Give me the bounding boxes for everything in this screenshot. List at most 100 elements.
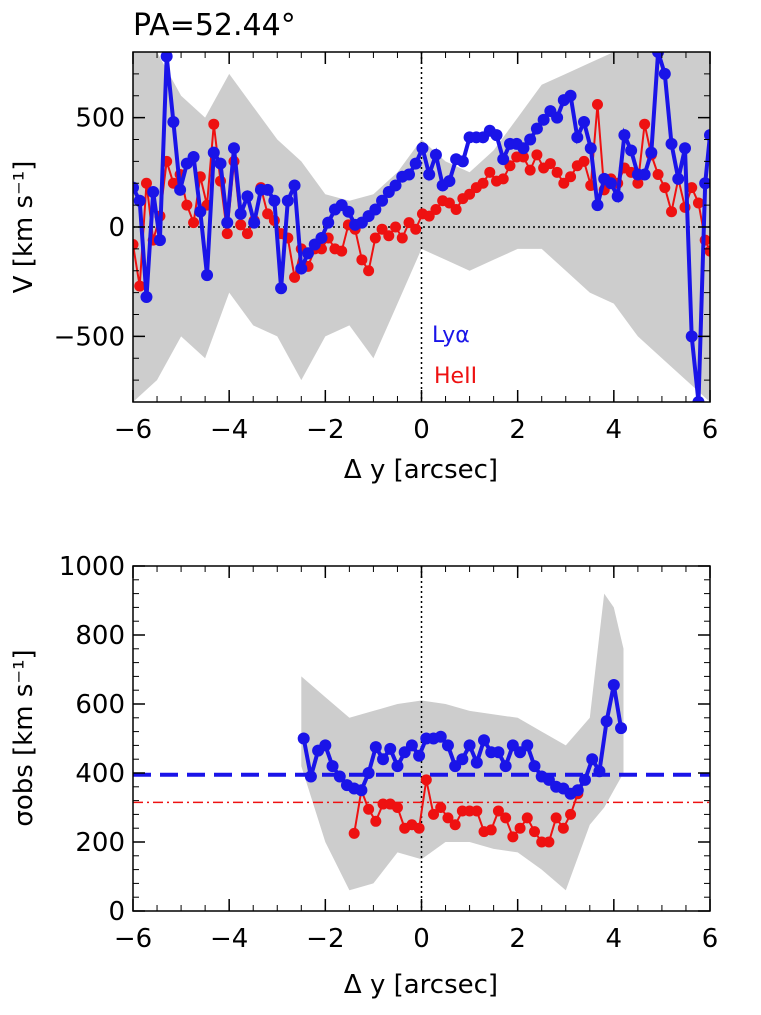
lya-data-point [369, 203, 382, 216]
x-tick-label: −6 [114, 924, 152, 954]
heii-dispersion-points [348, 774, 584, 848]
lya-data-point [174, 183, 187, 196]
heii-data-point [262, 208, 274, 220]
lya-data-point [672, 172, 685, 185]
y-axis-label: V [km s⁻¹] [9, 161, 39, 294]
heii-data-point [558, 177, 570, 189]
heii-data-point [383, 230, 395, 242]
lya-data-point [434, 730, 447, 743]
lya-data-point [362, 767, 375, 779]
heii-data-point [557, 822, 569, 834]
y-tick-label: 0 [108, 897, 125, 927]
heii-data-point [363, 803, 375, 815]
lya-data-point [342, 205, 355, 218]
lya-data-point [288, 179, 301, 192]
lya-data-point [618, 129, 631, 142]
heii-data-point [497, 173, 509, 185]
lya-data-point [384, 742, 397, 755]
lya-data-point [611, 190, 624, 203]
lya-data-point [214, 157, 227, 170]
x-tick-label: 4 [606, 924, 623, 954]
heii-data-point [423, 210, 435, 222]
lya-data-point [268, 194, 281, 207]
lya-data-point [652, 52, 665, 58]
y-tick-label: 400 [75, 759, 125, 789]
lya-data-point [521, 739, 534, 752]
lya-data-point [389, 179, 402, 192]
heii-data-point [289, 271, 301, 283]
heii-data-point [450, 204, 462, 215]
heii-data-point [188, 217, 200, 229]
y-tick-label: 500 [75, 104, 125, 134]
heii-data-point [565, 171, 577, 183]
lya-data-point [140, 291, 153, 303]
heii-data-point [390, 221, 402, 233]
heii-data-point [471, 805, 483, 817]
lya-data-point [607, 679, 620, 692]
lya-data-point [227, 142, 240, 155]
lya-data-point [409, 157, 422, 170]
heii-data-point [591, 99, 603, 110]
x-axis-ticks: −6 −4 −2 0 2 4 6 [114, 52, 718, 445]
x-axis-ticks: −6 −4 −2 0 2 4 6 [114, 566, 718, 954]
heii-data-point [430, 204, 442, 215]
y-tick-label: 0 [108, 213, 125, 243]
heii-data-point [704, 245, 710, 257]
lya-data-point [355, 784, 368, 797]
lya-data-point [571, 131, 584, 144]
heii-data-point [133, 239, 139, 250]
heii-data-point [652, 169, 664, 180]
lya-data-point [478, 734, 491, 747]
heii-data-point [477, 177, 489, 189]
heii-data-point [521, 812, 533, 824]
heii-data-point [403, 217, 415, 229]
heii-data-point [666, 206, 678, 218]
heii-data-point [435, 802, 447, 813]
y-tick-label: 200 [75, 828, 125, 858]
lya-data-point [319, 739, 332, 752]
lya-data-point [405, 739, 418, 752]
heii-data-point [443, 197, 455, 209]
lya-data-point [194, 205, 207, 218]
lya-data-point [591, 199, 604, 212]
heii-data-point [363, 265, 375, 277]
lya-data-point [160, 52, 173, 63]
x-tick-label: 6 [702, 924, 719, 954]
x-tick-label: 4 [606, 415, 623, 445]
heii-data-point [396, 232, 408, 244]
heii-data-point [485, 824, 497, 836]
heii-data-point [544, 158, 556, 170]
lya-data-point [429, 148, 442, 161]
y-axis-ticks: 0 200 400 600 800 1000 [59, 552, 710, 927]
lya-data-point [402, 168, 415, 181]
lya-data-point [376, 194, 389, 207]
panel-title: PA=52.44° [133, 8, 296, 43]
lya-data-point [369, 741, 382, 754]
lya-data-point [678, 142, 691, 155]
y-tick-label: 800 [75, 621, 125, 651]
lya-data-point [615, 722, 628, 735]
lya-data-point [167, 116, 180, 128]
lya-data-point [304, 770, 317, 783]
x-axis-label: Δ y [arcsec] [344, 455, 498, 485]
heii-data-point [356, 254, 368, 266]
heii-data-point [632, 177, 644, 189]
lya-data-point [604, 177, 617, 190]
y-tick-label: 600 [75, 690, 125, 720]
lya-data-point [441, 739, 454, 752]
heii-data-point [208, 118, 220, 130]
lya-data-point [297, 732, 310, 745]
lya-data-point [207, 146, 220, 159]
heii-data-point [420, 774, 432, 786]
heii-data-point [524, 164, 536, 176]
heii-data-point [221, 228, 233, 240]
lya-data-point [704, 129, 710, 142]
lya-data-point [645, 146, 658, 159]
x-tick-label: 6 [702, 415, 719, 445]
heii-data-point [507, 831, 519, 843]
heii-data-point [639, 118, 651, 130]
lya-data-point [234, 207, 247, 220]
lya-data-point [692, 396, 705, 402]
heii-data-point [235, 219, 247, 231]
